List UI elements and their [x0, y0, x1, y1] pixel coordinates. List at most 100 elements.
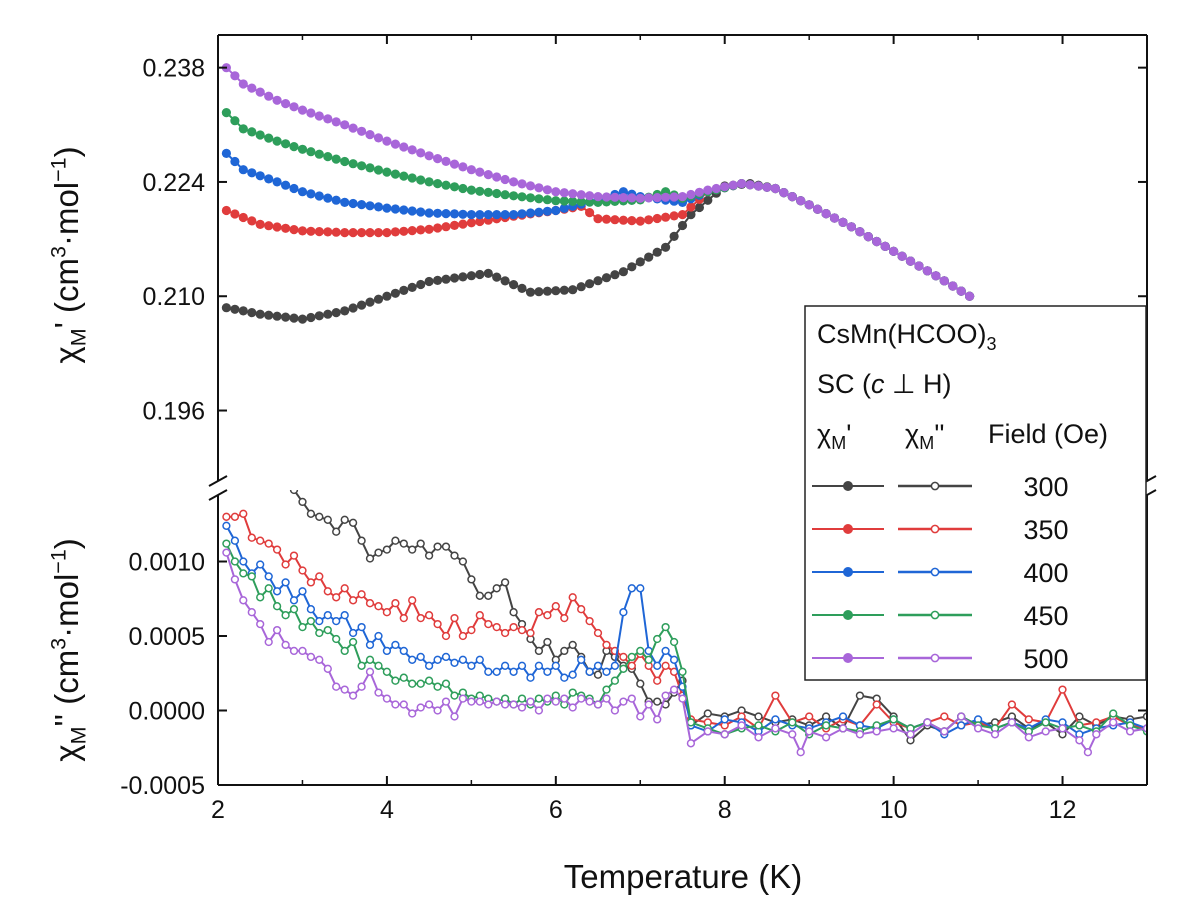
- chi-prime-point-450: [585, 197, 595, 207]
- chi-dprime-point-450: [315, 628, 324, 638]
- chi-prime-point-300: [568, 285, 578, 295]
- chi-prime-point-450: [390, 169, 400, 179]
- chi-dprime-point-500: [332, 682, 341, 691]
- chi-dprime-point-350: [526, 628, 535, 638]
- chi-dprime-point-350: [272, 545, 282, 554]
- y-axis-title-lower: χM'' (cm3·mol−1): [46, 538, 90, 762]
- chi-prime-point-350: [323, 227, 333, 237]
- upper-series: [221, 63, 975, 324]
- chi-prime-point-500: [703, 185, 713, 195]
- chi-prime-point-350: [221, 205, 231, 216]
- legend-box: [804, 305, 1147, 681]
- chi-dprime-point-300: [382, 545, 392, 554]
- chi-prime-point-300: [694, 202, 705, 213]
- chi-dprime-point-350: [627, 661, 636, 670]
- chi-prime-point-500: [711, 183, 721, 194]
- legend-field-value: 450: [1023, 601, 1068, 631]
- chi-prime-point-300: [281, 312, 291, 322]
- legend-field-value: 500: [1023, 644, 1068, 674]
- chi-prime-point-500: [914, 261, 924, 271]
- x-tick-label: 4: [380, 796, 394, 824]
- chi-prime-point-400: [297, 187, 308, 197]
- chi-prime-point-500: [500, 174, 510, 185]
- chi-dprime-point-300: [374, 548, 383, 557]
- chi-prime-point-500: [348, 123, 358, 133]
- chi-prime-point-300: [677, 220, 688, 231]
- chi-dprime-point-500: [256, 619, 265, 629]
- chi-dprime-point-450: [374, 661, 383, 670]
- chi-prime-point-350: [230, 209, 240, 219]
- chi-dprime-point-400: [357, 622, 366, 632]
- chi-dprime-point-400: [720, 715, 729, 724]
- chi-dprime-point-500: [281, 640, 290, 650]
- chi-dprime-point-500: [644, 700, 653, 709]
- chi-dprime-point-500: [990, 730, 1000, 739]
- chi-dprime-point-400: [424, 661, 434, 670]
- chi-prime-point-300: [348, 303, 358, 313]
- chi-dprime-point-400: [551, 661, 560, 670]
- chi-dprime-point-500: [796, 748, 805, 757]
- chi-dprime-point-500: [1075, 736, 1084, 745]
- chi-prime-point-300: [441, 274, 451, 284]
- chi-prime-point-400: [534, 207, 544, 217]
- chi-prime-point-350: [255, 219, 265, 229]
- chi-dprime-point-350: [551, 602, 560, 611]
- chi-dprime-point-400: [256, 560, 265, 569]
- legend-chi-dprime-marker: [930, 481, 940, 491]
- chi-prime-point-500: [483, 170, 493, 180]
- chi-prime-point-450: [551, 196, 561, 206]
- chi-dprime-point-350: [509, 622, 518, 632]
- chi-dprime-point-350: [1024, 715, 1033, 724]
- chi-dprime-point-400: [408, 655, 417, 664]
- chi-prime-point-300: [297, 314, 308, 324]
- chi-prime-point-350: [610, 215, 620, 225]
- chi-prime-point-500: [897, 251, 907, 261]
- chi-dprime-point-500: [264, 637, 273, 647]
- chi-dprime-point-350: [357, 590, 366, 599]
- chi-prime-point-350: [238, 212, 248, 223]
- chi-prime-point-500: [306, 108, 316, 118]
- chi-prime-point-400: [340, 197, 350, 207]
- chi-prime-point-400: [314, 191, 324, 201]
- chi-dprime-point-350: [222, 512, 231, 521]
- chi-dprime-point-300: [399, 539, 408, 548]
- chi-dprime-point-500: [416, 703, 425, 712]
- chi-dprime-point-450: [289, 605, 299, 614]
- y-upper-tick-label: 0.224: [142, 169, 205, 197]
- chi-prime-point-500: [635, 193, 645, 203]
- chi-prime-point-500: [610, 192, 620, 202]
- chi-dprime-point-400: [222, 521, 231, 530]
- chi-dprime-point-400: [509, 667, 518, 676]
- chi-dprime-point-500: [889, 724, 898, 733]
- x-tick-label: 2: [211, 796, 225, 824]
- chi-dprime-point-500: [703, 727, 712, 736]
- chi-dprime-point-400: [450, 658, 459, 667]
- chi-prime-point-300: [644, 252, 654, 262]
- chi-dprime-point-400: [602, 667, 611, 676]
- chi-prime-point-300: [449, 273, 460, 283]
- chi-prime-point-300: [585, 279, 595, 289]
- legend-row-350: 350: [812, 515, 1069, 545]
- chi-prime-point-500: [745, 180, 755, 190]
- legend-chi-dprime-marker: [930, 524, 940, 534]
- chi-prime-point-500: [720, 182, 730, 192]
- chi-prime-point-350: [627, 216, 637, 226]
- chi-prime-point-450: [475, 186, 485, 196]
- chi-prime-point-500: [880, 241, 890, 251]
- chi-prime-point-350: [686, 202, 696, 212]
- chi-prime-point-300: [618, 267, 629, 277]
- chi-prime-point-300: [247, 308, 257, 318]
- y-lower-tick-label: -0.0005: [120, 772, 205, 800]
- chi-prime-point-500: [644, 193, 654, 203]
- chi-prime-point-300: [652, 247, 662, 257]
- chi-dprime-point-350: [560, 613, 569, 623]
- x-tick-label: 12: [1049, 796, 1077, 824]
- chi-prime-point-500: [737, 179, 747, 189]
- chi-prime-point-450: [382, 167, 392, 177]
- chi-dprime-point-350: [306, 578, 316, 587]
- chi-dprime-point-300: [492, 584, 501, 593]
- chi-prime-point-300: [635, 257, 645, 267]
- chi-dprime-point-350: [475, 611, 484, 620]
- chi-prime-point-300: [576, 282, 586, 292]
- chi-prime-point-500: [517, 179, 527, 189]
